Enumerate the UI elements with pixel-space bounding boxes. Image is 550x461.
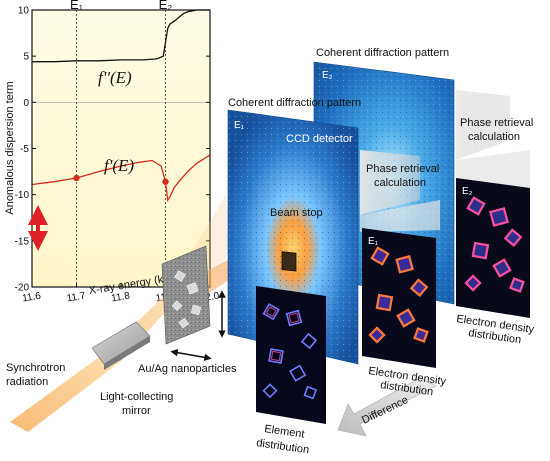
y-tick-label: -5 [20, 144, 29, 155]
plot-background [32, 10, 210, 287]
incident-beam [10, 352, 120, 432]
plot-series [31, 9, 211, 203]
phase-retrieval-arrow-e1 [360, 150, 440, 232]
f1-curve-label: f'(E) [104, 156, 134, 175]
y-tick-label: 10 [18, 6, 30, 17]
phase-retrieval-e2-line2: calculation [468, 131, 520, 143]
edge-label: E₁ [70, 0, 84, 12]
mirror-label-line1: Light-collecting [100, 391, 173, 403]
phase-retrieval-e1-line2: calculation [374, 177, 426, 189]
x-tick-label: 11.8 [110, 291, 131, 305]
element-distribution-map [256, 286, 326, 424]
nanoparticles-label: Au/Ag nanoparticles [138, 363, 237, 375]
y-tick-label: -15 [15, 236, 30, 247]
synchrotron-label-line2: radiation [6, 376, 48, 388]
cdp2-energy-label: E₂ [322, 70, 333, 81]
mirror-label-line2: mirror [122, 405, 151, 417]
difference-arrow [337, 377, 437, 437]
density-e2-energy: E₂ [462, 186, 473, 197]
beam-stop [281, 251, 297, 272]
edge-label: E₂ [159, 0, 173, 12]
y-tick-label: -10 [15, 190, 30, 201]
y-tick-label: 0 [23, 98, 29, 109]
f1-energy-marker [73, 174, 80, 182]
electron-density-e1 [362, 228, 436, 368]
horizontal-scan-arrow [170, 348, 212, 362]
density-e1-energy: E₁ [368, 236, 379, 247]
f2-curve-label: f''(E) [98, 68, 132, 87]
ccd-detector-label: CCD detector [286, 133, 353, 145]
phase-retrieval-e2-line1: Phase retrieval [460, 117, 533, 129]
plot-markers [73, 174, 169, 185]
beam-stop-label: Beam stop [270, 207, 323, 219]
y-tick-label: 5 [23, 52, 29, 63]
nanoparticle-sample [161, 245, 226, 362]
light-collecting-mirror [91, 321, 151, 370]
x-tick-label: 11.6 [21, 291, 42, 305]
cdp1-label: Coherent diffraction pattern [228, 97, 361, 109]
electron-density-e2 [456, 178, 530, 318]
x-tick-label: 11.7 [66, 291, 87, 305]
element-distribution-line1: Element [264, 423, 306, 441]
y-axis-ticks: -20 -15 -10 -5 0 5 10 [15, 6, 210, 294]
f2-series-line [32, 9, 210, 63]
phase-retrieval-e1-line1: Phase retrieval [366, 163, 439, 175]
cdp2-label: Coherent diffraction pattern [316, 47, 449, 59]
f1-series-line [31, 154, 211, 203]
f1-energy-marker [162, 178, 169, 185]
y-axis-label: Anomalous dispersion term [4, 81, 16, 214]
y-tick-label: -20 [15, 283, 30, 294]
synchrotron-label-line1: Synchrotron [6, 362, 65, 374]
absorption-edge-lines: E₁ E₂ [70, 0, 172, 287]
cdp1-energy-label: E₁ [234, 120, 245, 131]
